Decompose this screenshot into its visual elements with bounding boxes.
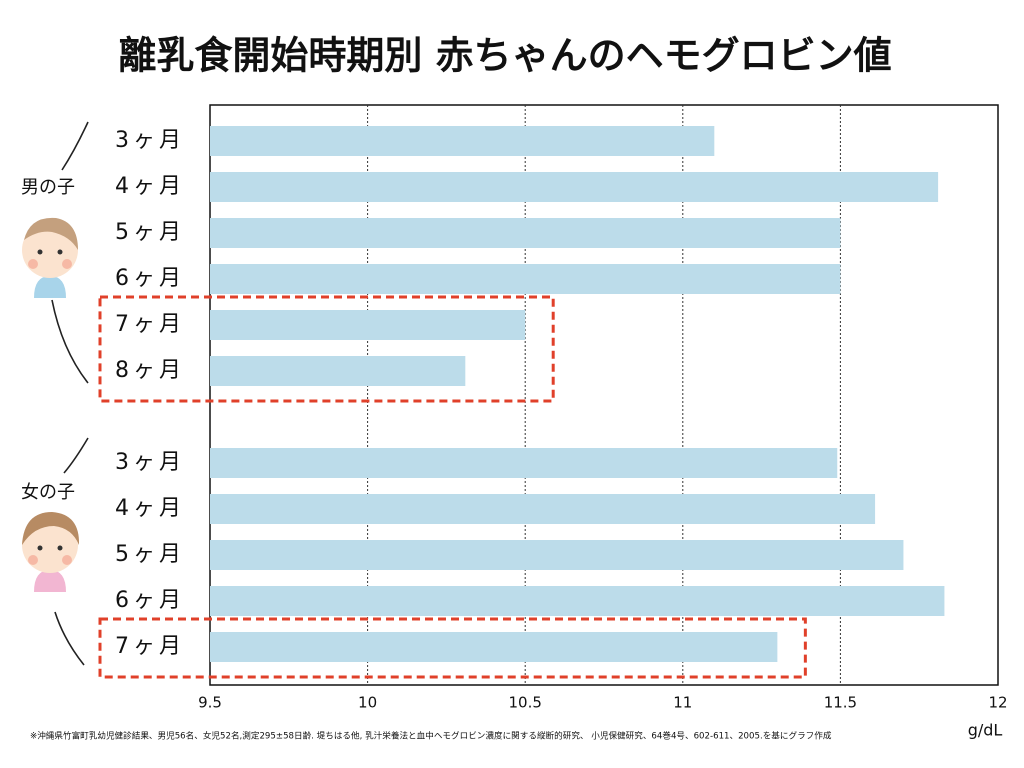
x-tick-label: 10 bbox=[358, 694, 377, 712]
highlight-box bbox=[98, 617, 807, 679]
x-tick-label: 9.5 bbox=[198, 694, 222, 712]
footnote: ※沖縄県竹富町乳幼児健診結果、男児56名、女児52名,測定295±58日齢. 堤… bbox=[30, 730, 832, 742]
group-label: 男の子 bbox=[21, 177, 75, 198]
bar bbox=[210, 172, 939, 202]
y-tick-label: 3ヶ月 bbox=[115, 450, 185, 475]
bar bbox=[210, 632, 778, 662]
x-tick-label: 11 bbox=[673, 694, 692, 712]
bar bbox=[210, 126, 715, 156]
bar bbox=[210, 310, 526, 340]
x-tick-label: 12 bbox=[988, 694, 1007, 712]
plot-frame bbox=[209, 104, 999, 686]
x-tick-label: 11.5 bbox=[824, 694, 857, 712]
bar bbox=[210, 586, 945, 616]
bar bbox=[210, 356, 466, 386]
group-label: 女の子 bbox=[21, 482, 75, 503]
y-tick-label: 4ヶ月 bbox=[115, 496, 185, 521]
y-tick-label: 7ヶ月 bbox=[115, 312, 185, 337]
y-tick-label: 5ヶ月 bbox=[115, 220, 185, 245]
bar bbox=[210, 540, 904, 570]
x-tick-label: 10.5 bbox=[508, 694, 541, 712]
y-tick-label: 8ヶ月 bbox=[115, 358, 185, 383]
bar bbox=[210, 264, 841, 294]
bar bbox=[210, 218, 841, 248]
y-tick-label: 7ヶ月 bbox=[115, 634, 185, 659]
y-tick-label: 5ヶ月 bbox=[115, 542, 185, 567]
x-axis-label: g/dL bbox=[968, 721, 1003, 740]
y-tick-label: 6ヶ月 bbox=[115, 588, 185, 613]
y-tick-label: 6ヶ月 bbox=[115, 266, 185, 291]
chart-title: 離乳食開始時期別 赤ちゃんのヘモグロビン値 bbox=[118, 34, 891, 78]
y-tick-label: 3ヶ月 bbox=[115, 128, 185, 153]
highlight-box bbox=[98, 295, 555, 403]
y-tick-label: 4ヶ月 bbox=[115, 174, 185, 199]
bar bbox=[210, 448, 838, 478]
boy-icon bbox=[22, 217, 78, 298]
girl-icon bbox=[22, 512, 80, 592]
decoration bbox=[51, 121, 89, 666]
bar bbox=[210, 494, 876, 524]
